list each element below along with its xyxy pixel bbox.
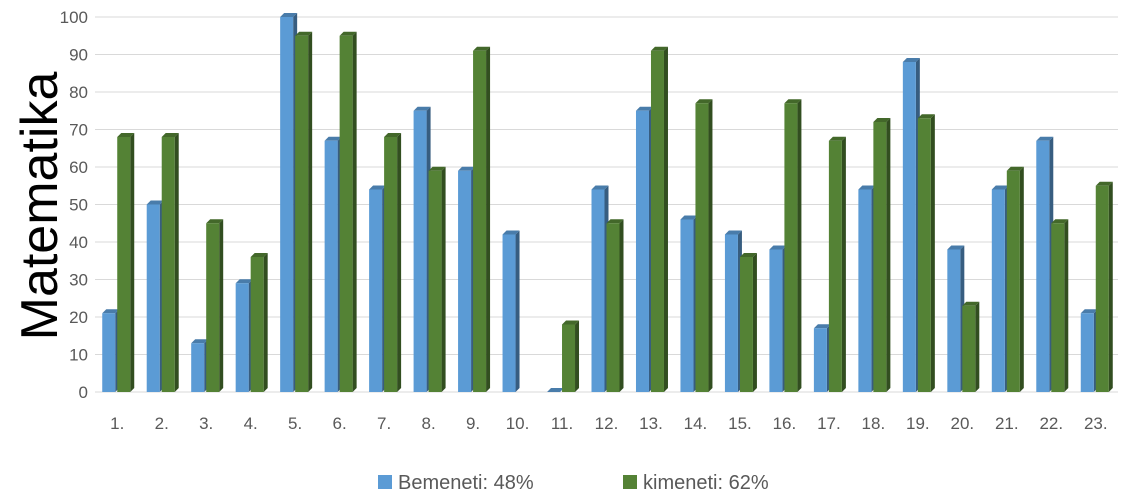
x-tick-label: 16.: [773, 414, 797, 433]
bar-bemeneti: [813, 324, 831, 392]
bar-bemeneti: [502, 230, 520, 392]
bar-kimeneti: [206, 219, 224, 392]
y-axis-label: Matematika: [11, 72, 69, 341]
y-tick-label: 0: [79, 383, 88, 402]
y-tick-label: 80: [69, 83, 88, 102]
x-tick-label: 7.: [377, 414, 391, 433]
bar-bemeneti: [724, 230, 742, 392]
bar-kimeneti: [695, 99, 713, 392]
x-tick-label: 10.: [506, 414, 530, 433]
bar-kimeneti: [295, 31, 313, 392]
bar-kimeneti: [828, 136, 846, 392]
bar-kimeneti: [1095, 181, 1113, 392]
bar-kimeneti: [562, 320, 580, 392]
bar-kimeneti: [917, 114, 935, 392]
bar-kimeneti: [1006, 166, 1024, 392]
bar-bemeneti: [991, 185, 1009, 392]
bar-bemeneti: [191, 339, 209, 392]
x-tick-label: 8.: [421, 414, 435, 433]
bar-kimeneti: [339, 31, 357, 392]
x-tick-label: 23.: [1084, 414, 1108, 433]
x-tick-label: 3.: [199, 414, 213, 433]
bar-bemeneti: [547, 388, 565, 392]
bar-bemeneti: [413, 106, 431, 392]
legend-entry-kimeneti: kimeneti: 62%: [623, 472, 769, 494]
y-tick-label: 70: [69, 121, 88, 140]
bar-kimeneti: [1051, 219, 1069, 392]
bar-bemeneti: [769, 245, 787, 392]
bar-bemeneti: [102, 309, 120, 392]
bar-bemeneti: [947, 245, 965, 392]
bar-kimeneti: [250, 253, 268, 392]
y-tick-label: 90: [69, 46, 88, 65]
bar-kimeneti: [384, 133, 402, 392]
x-tick-label: 4.: [244, 414, 258, 433]
bar-bemeneti: [458, 166, 476, 392]
x-tick-label: 14.: [684, 414, 708, 433]
x-tick-label: 15.: [728, 414, 752, 433]
bar-bemeneti: [902, 58, 920, 392]
x-tick-label: 13.: [639, 414, 663, 433]
legend-label: kimeneti: 62%: [643, 472, 769, 494]
x-tick-label: 2.: [155, 414, 169, 433]
bar-bemeneti: [1036, 136, 1054, 392]
y-tick-label: 20: [69, 308, 88, 327]
y-tick-label: 50: [69, 196, 88, 215]
legend: Bemeneti: 48% kimeneti: 62%: [378, 472, 769, 494]
legend-entry-bemeneti: Bemeneti: 48%: [378, 472, 534, 494]
legend-label: Bemeneti: 48%: [398, 472, 534, 494]
bar-bemeneti: [591, 185, 609, 392]
x-tick-label: 19.: [906, 414, 930, 433]
bar-bemeneti: [858, 185, 876, 392]
x-tick-label: 1.: [110, 414, 124, 433]
y-tick-label: 30: [69, 271, 88, 290]
bar-bemeneti: [1080, 309, 1098, 392]
legend-swatch: [623, 475, 637, 489]
bar-kimeneti: [117, 133, 135, 392]
x-tick-label: 18.: [862, 414, 886, 433]
bar-bemeneti: [146, 200, 164, 392]
legend-swatch: [378, 475, 392, 489]
bar-kimeneti: [962, 301, 980, 392]
x-tick-label: 9.: [466, 414, 480, 433]
bar-kimeneti: [739, 253, 757, 392]
x-tick-labels: 1. 2. 3. 4. 5. 6. 7. 8. 9. 10. 11. 12. 13. 14. 15. 16. 1…: [110, 414, 1107, 433]
y-tick-label: 40: [69, 233, 88, 252]
bar-bemeneti: [680, 215, 698, 392]
bar-kimeneti: [161, 133, 179, 392]
y-tick-labels: 0 10 20 30 40 50 60 70 80 90 100: [60, 8, 88, 402]
bar-bemeneti: [369, 185, 387, 392]
bar-bemeneti: [235, 279, 253, 392]
x-tick-label: 11.: [551, 414, 573, 433]
bar-bemeneti: [324, 136, 342, 392]
bar-bemeneti: [635, 106, 653, 392]
x-tick-label: 5.: [288, 414, 302, 433]
x-tick-label: 12.: [595, 414, 619, 433]
bar-kimeneti: [784, 99, 802, 392]
bar-kimeneti: [650, 46, 668, 392]
x-tick-label: 22.: [1039, 414, 1063, 433]
bar-kimeneti: [873, 118, 891, 392]
x-tick-label: 20.: [951, 414, 975, 433]
bars: [102, 13, 1113, 392]
x-tick-label: 6.: [333, 414, 347, 433]
bar-kimeneti: [473, 46, 491, 392]
x-tick-label: 17.: [817, 414, 841, 433]
y-tick-label: 100: [60, 8, 88, 27]
x-tick-label: 21.: [995, 414, 1019, 433]
bar-bemeneti: [280, 13, 298, 392]
bar-kimeneti: [606, 219, 624, 392]
y-tick-label: 10: [69, 346, 88, 365]
bar-kimeneti: [428, 166, 446, 392]
y-tick-label: 60: [69, 158, 88, 177]
